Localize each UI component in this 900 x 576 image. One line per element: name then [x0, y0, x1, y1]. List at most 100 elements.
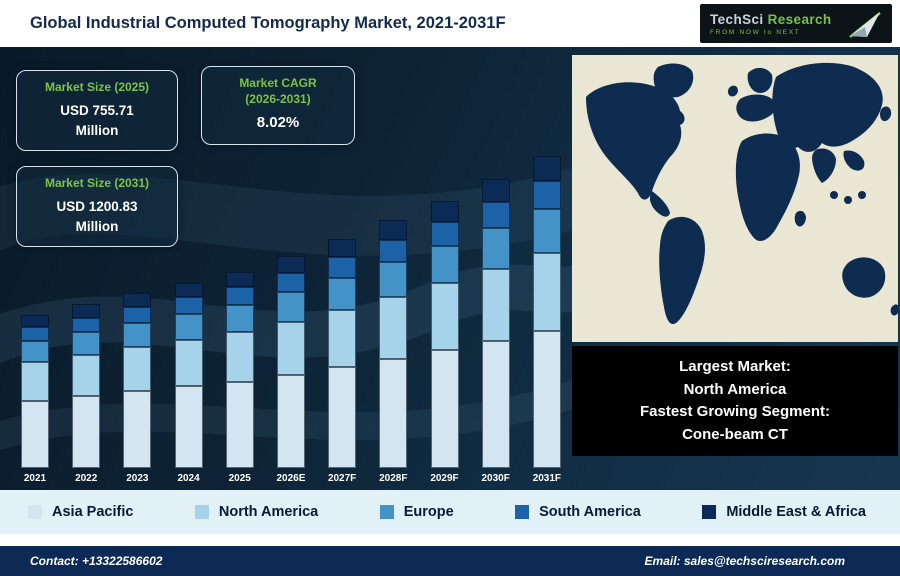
- world-map: [572, 55, 898, 342]
- note-fastest-segment-label: Fastest Growing Segment:: [639, 403, 831, 420]
- bar-stack: [430, 200, 459, 468]
- bar-segment-europe: [21, 340, 49, 363]
- legend-item-europe: Europe: [379, 504, 454, 520]
- bar-segment-asia-pacific: [225, 381, 254, 468]
- x-axis-label: 2027F: [327, 473, 357, 484]
- bar-2029F: 2029F: [422, 200, 468, 484]
- note-largest-market-value: North America: [683, 380, 787, 398]
- legend-swatch: [515, 505, 530, 519]
- cagr-label-line1: Market CAGR: [239, 76, 317, 90]
- bar-segment-north-america: [430, 283, 459, 351]
- bar-segment-asia-pacific: [481, 340, 510, 468]
- divider: [0, 534, 900, 546]
- bar-segment-asia-pacific: [72, 396, 101, 468]
- bar-segment-europe: [481, 228, 510, 269]
- legend-label: Middle East & Africa: [726, 504, 866, 520]
- bar-segment-europe: [72, 332, 101, 356]
- techsci-logo: TechSci Research FROM NOW to NEXT: [700, 4, 892, 43]
- x-axis-label: 2025: [228, 473, 251, 484]
- bar-segment-south-america: [532, 180, 561, 209]
- bar-segment-north-america: [276, 321, 305, 375]
- bar-2022: 2022: [63, 304, 109, 484]
- legend-item-asia-pacific: Asia Pacific: [28, 504, 133, 520]
- bar-segment-south-america: [379, 240, 408, 263]
- stat-market-size-2025: Market Size (2025) USD 755.71 Million: [16, 70, 178, 152]
- bars-container: 2021 2022 2023 2024 2025 2026E 2027F 2028F 2029F…: [12, 155, 570, 484]
- x-axis-label: 2026E: [276, 473, 306, 484]
- stat-value: USD 1200.83: [56, 198, 138, 214]
- page-title: Global Industrial Computed Tomography Ma…: [30, 14, 506, 32]
- bar-segment-middle-east-africa: [174, 282, 203, 298]
- bar-segment-middle-east-africa: [276, 255, 305, 273]
- x-axis-label: 2024: [177, 473, 200, 484]
- bar-stack: [123, 293, 152, 468]
- bar-segment-asia-pacific: [123, 391, 152, 468]
- bar-2031F: 2031F: [524, 155, 570, 484]
- bar-segment-asia-pacific: [379, 359, 408, 468]
- stat-label: Market Size (2031): [44, 176, 150, 190]
- bar-stack: [276, 255, 305, 468]
- stat-market-cagr: Market CAGR (2026-2031) 8.02%: [201, 66, 355, 145]
- bar-segment-middle-east-africa: [430, 200, 459, 222]
- bar-stack: [379, 220, 408, 468]
- bar-segment-europe: [225, 304, 254, 333]
- bar-stack: [532, 155, 561, 468]
- bar-segment-europe: [174, 314, 203, 341]
- x-axis-label: 2029F: [430, 473, 459, 484]
- note-largest-market-label: Largest Market:: [679, 358, 791, 375]
- bar-segment-middle-east-africa: [225, 271, 254, 288]
- bar-stack: [481, 179, 510, 468]
- bar-segment-europe: [328, 277, 357, 310]
- chart-area: Market Size (2025) USD 755.71 Million Ma…: [0, 47, 900, 490]
- x-axis-label: 2030F: [481, 473, 510, 484]
- bar-segment-asia-pacific: [532, 330, 561, 468]
- legend-item-middle-east-africa: Middle East & Africa: [702, 504, 866, 520]
- legend-label: South America: [539, 504, 641, 520]
- bar-segment-north-america: [123, 347, 152, 392]
- legend: Asia Pacific North America Europe South Ame…: [0, 490, 900, 534]
- bar-2027F: 2027F: [319, 238, 365, 484]
- logo-brand-secondary: Research: [767, 11, 832, 27]
- legend-label: Asia Pacific: [52, 504, 134, 520]
- bar-segment-north-america: [72, 355, 101, 396]
- bar-segment-south-america: [481, 202, 510, 229]
- legend-swatch: [28, 505, 42, 519]
- stat-unit: Million: [75, 218, 119, 234]
- x-axis-label: 2022: [75, 473, 98, 484]
- legend-swatch: [379, 505, 394, 519]
- bar-segment-north-america: [21, 362, 49, 401]
- bar-segment-europe: [430, 246, 459, 284]
- bar-2023: 2023: [114, 293, 160, 484]
- bar-segment-south-america: [225, 287, 254, 305]
- bar-segment-asia-pacific: [174, 386, 203, 468]
- footer: Contact: +13322586602 Email: sales@techs…: [0, 546, 900, 576]
- legend-item-south-america: South America: [515, 504, 641, 520]
- x-axis-label: 2021: [23, 473, 47, 484]
- bar-segment-middle-east-africa: [328, 238, 357, 258]
- bar-segment-south-america: [72, 317, 101, 333]
- bar-segment-middle-east-africa: [379, 220, 408, 241]
- bar-segment-south-america: [328, 257, 357, 278]
- footer-email: Email: sales@techsciresearch.com: [644, 554, 845, 568]
- stat-unit: Million: [75, 122, 119, 138]
- bar-segment-europe: [379, 262, 408, 298]
- header: Global Industrial Computed Tomography Ma…: [0, 0, 900, 47]
- bar-2026E: 2026E: [268, 255, 314, 484]
- bar-segment-south-america: [21, 326, 49, 341]
- bar-segment-asia-pacific: [430, 350, 459, 468]
- bar-segment-south-america: [174, 297, 203, 315]
- bar-segment-north-america: [379, 297, 408, 359]
- bar-2021: 2021: [12, 314, 58, 484]
- bar-segment-asia-pacific: [328, 367, 357, 468]
- bar-segment-south-america: [430, 221, 459, 247]
- stat-value: 8.02%: [256, 114, 300, 132]
- stacked-bar-chart: 2021 2022 2023 2024 2025 2026E 2027F 2028F 2029F…: [12, 155, 570, 484]
- cagr-label-line2: (2026-2031): [245, 91, 311, 106]
- world-map-panel: [572, 55, 898, 342]
- logo-brand-primary: TechSci: [710, 11, 764, 27]
- stat-market-size-2031: Market Size (2031) USD 1200.83 Million: [16, 166, 178, 248]
- bar-2028F: 2028F: [370, 220, 416, 484]
- bar-segment-europe: [276, 291, 305, 322]
- x-axis-label: 2028F: [379, 473, 408, 484]
